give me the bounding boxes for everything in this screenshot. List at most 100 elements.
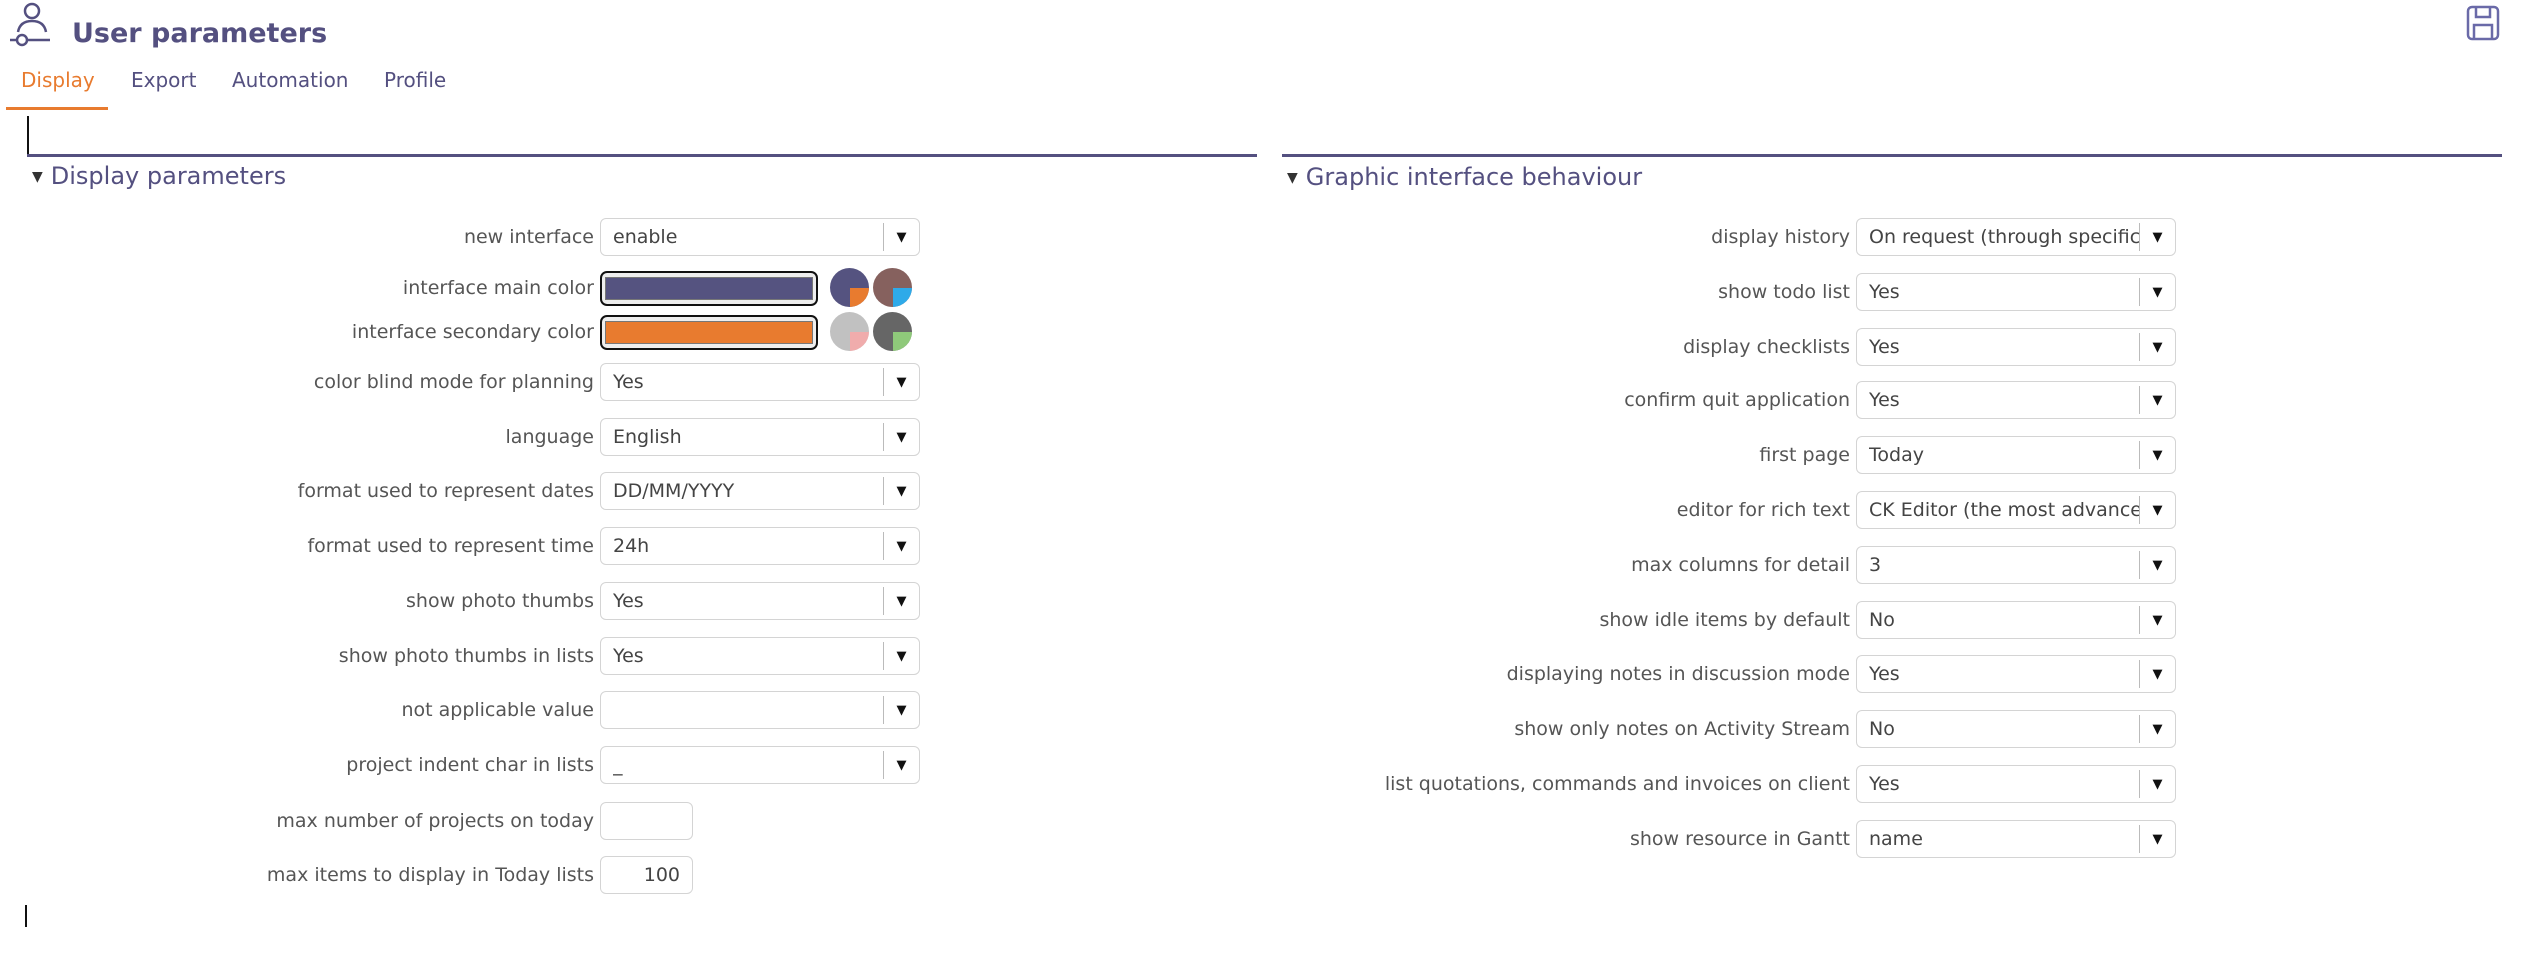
select-field[interactable]: No ▼: [1856, 710, 2176, 748]
collapse-triangle-icon: ▼: [32, 169, 43, 185]
select-value: Yes: [613, 371, 644, 393]
field-label: show todo list: [1718, 281, 1850, 303]
chevron-down-icon[interactable]: ▼: [2139, 770, 2175, 798]
chevron-down-icon[interactable]: ▼: [883, 532, 919, 560]
number-input[interactable]: 100: [600, 856, 693, 894]
color-preset-corner: [849, 331, 869, 351]
field-label: show resource in Gantt: [1629, 828, 1850, 850]
chevron-down-icon[interactable]: ▼: [2139, 660, 2175, 688]
select-field[interactable]: Yes ▼: [1856, 381, 2176, 419]
chevron-down-icon[interactable]: ▼: [2139, 441, 2175, 469]
active-tab-indicator: [6, 107, 108, 110]
chevron-down-icon[interactable]: ▼: [883, 223, 919, 251]
field-label: first page: [1759, 444, 1850, 466]
select-field[interactable]: Today ▼: [1856, 436, 2176, 474]
select-field[interactable]: DD/MM/YYYY ▼: [600, 472, 920, 510]
select-value: Yes: [613, 590, 644, 612]
color-preset-corner: [892, 331, 912, 351]
color-preset-button[interactable]: [873, 312, 912, 351]
select-value: Yes: [1869, 663, 1900, 685]
color-preset-button[interactable]: [830, 268, 869, 307]
chevron-down-icon[interactable]: ▼: [883, 477, 919, 505]
section-graphic-interface[interactable]: ▼ Graphic interface behaviour: [1287, 163, 1642, 191]
field-label: format used to represent time: [307, 535, 594, 557]
tab-profile[interactable]: Profile: [384, 68, 447, 92]
section-title: Display parameters: [50, 162, 287, 190]
tab-export[interactable]: Export: [131, 68, 197, 92]
select-field[interactable]: ▼: [600, 691, 920, 729]
select-field[interactable]: _ ▼: [600, 746, 920, 784]
field-label: language: [505, 426, 594, 448]
select-field[interactable]: Yes ▼: [1856, 765, 2176, 803]
select-field[interactable]: No ▼: [1856, 601, 2176, 639]
select-field[interactable]: CK Editor (the most advanced) ▼: [1856, 491, 2176, 529]
chevron-down-icon[interactable]: ▼: [2139, 715, 2175, 743]
page-title: User parameters: [72, 18, 328, 49]
field-label: color blind mode for planning: [313, 371, 594, 393]
number-input[interactable]: [600, 802, 693, 840]
select-field[interactable]: On request (through specific button)▼: [1856, 218, 2176, 256]
select-value: Yes: [1869, 336, 1900, 358]
select-value: _: [613, 754, 623, 776]
field-label: not applicable value: [401, 699, 594, 721]
select-field[interactable]: Yes ▼: [600, 363, 920, 401]
chevron-down-icon[interactable]: ▼: [2139, 606, 2175, 634]
select-field[interactable]: name ▼: [1856, 820, 2176, 858]
chevron-down-icon[interactable]: ▼: [2139, 223, 2175, 251]
chevron-down-icon[interactable]: ▼: [883, 696, 919, 724]
chevron-down-icon[interactable]: ▼: [2139, 333, 2175, 361]
chevron-down-icon[interactable]: ▼: [2139, 825, 2175, 853]
select-value: 3: [1869, 554, 1882, 576]
section-divider-left: [27, 154, 1257, 157]
select-value: Today: [1869, 444, 1924, 466]
field-label: show photo thumbs in lists: [338, 645, 594, 667]
field-label: display checklists: [1683, 336, 1850, 358]
field-label: max columns for detail: [1631, 554, 1850, 576]
select-field[interactable]: enable ▼: [600, 218, 920, 256]
divider: [25, 905, 27, 927]
select-value: Yes: [1869, 773, 1900, 795]
chevron-down-icon[interactable]: ▼: [2139, 496, 2175, 524]
chevron-down-icon[interactable]: ▼: [883, 751, 919, 779]
field-label: editor for rich text: [1676, 499, 1850, 521]
select-field[interactable]: Yes ▼: [1856, 655, 2176, 693]
select-value: No: [1869, 718, 1895, 740]
color-preset-corner: [849, 287, 869, 307]
field-label: project indent char in lists: [346, 754, 594, 776]
select-value: enable: [613, 226, 678, 248]
select-field[interactable]: 24h ▼: [600, 527, 920, 565]
tab-automation[interactable]: Automation: [232, 68, 349, 92]
select-field[interactable]: 3 ▼: [1856, 546, 2176, 584]
chevron-down-icon[interactable]: ▼: [2139, 551, 2175, 579]
chevron-down-icon[interactable]: ▼: [2139, 386, 2175, 414]
select-field[interactable]: English ▼: [600, 418, 920, 456]
select-field[interactable]: Yes ▼: [600, 582, 920, 620]
chevron-down-icon[interactable]: ▼: [883, 642, 919, 670]
divider: [27, 116, 29, 156]
collapse-triangle-icon: ▼: [1287, 170, 1298, 186]
select-field[interactable]: Yes ▼: [1856, 273, 2176, 311]
section-title: Graphic interface behaviour: [1305, 163, 1643, 191]
chevron-down-icon[interactable]: ▼: [2139, 278, 2175, 306]
field-label: list quotations, commands and invoices o…: [1384, 773, 1850, 795]
chevron-down-icon[interactable]: ▼: [883, 423, 919, 451]
field-label: display history: [1711, 226, 1850, 248]
select-field[interactable]: Yes ▼: [1856, 328, 2176, 366]
color-swatch: [605, 321, 813, 344]
color-picker-input[interactable]: [600, 271, 818, 306]
tab-display[interactable]: Display: [21, 68, 95, 92]
section-divider-right: [1282, 154, 2502, 157]
field-label: show idle items by default: [1599, 609, 1850, 631]
color-picker-input[interactable]: [600, 315, 818, 350]
select-field[interactable]: Yes ▼: [600, 637, 920, 675]
color-preset-button[interactable]: [873, 268, 912, 307]
color-swatch: [605, 277, 813, 300]
chevron-down-icon[interactable]: ▼: [883, 587, 919, 615]
chevron-down-icon[interactable]: ▼: [883, 368, 919, 396]
field-label: show photo thumbs: [406, 590, 594, 612]
user-settings-icon: [10, 2, 50, 47]
select-value: On request (through specific button): [1869, 226, 2139, 248]
save-icon[interactable]: [2466, 5, 2500, 41]
color-preset-button[interactable]: [830, 312, 869, 351]
section-display-parameters[interactable]: ▼ Display parameters: [32, 162, 286, 190]
